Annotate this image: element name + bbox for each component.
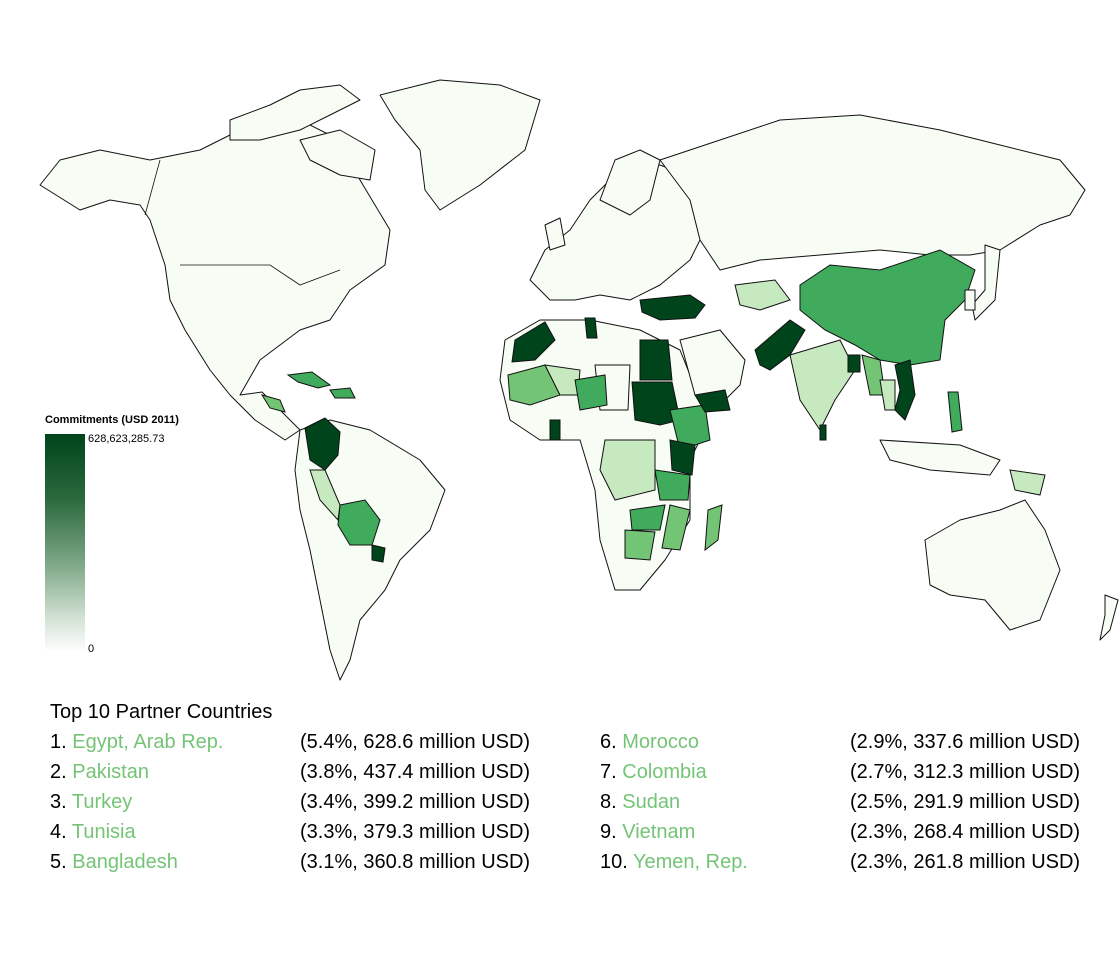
top10-item-1: 1. Egypt, Arab Rep. bbox=[50, 731, 223, 754]
country-drc bbox=[599, 439, 656, 501]
country-sudan bbox=[631, 381, 681, 426]
rank-number: 8. bbox=[600, 791, 617, 813]
rank-number: 3. bbox=[50, 791, 67, 813]
rank-number: 9. bbox=[600, 821, 617, 843]
country-morocco bbox=[511, 321, 556, 363]
top10-share: (3.8%, 437.4 million USD) bbox=[300, 761, 531, 783]
country-colombia bbox=[304, 417, 341, 471]
country-kenya bbox=[669, 439, 696, 476]
world-choropleth-map bbox=[39, 79, 1119, 681]
country-china bbox=[799, 249, 976, 366]
country-turkey bbox=[639, 294, 706, 321]
country-nigeria bbox=[574, 374, 608, 411]
country-link[interactable]: Morocco bbox=[622, 731, 699, 753]
country-zimbabwe bbox=[624, 529, 656, 561]
country-mali bbox=[507, 364, 561, 406]
border-alaska bbox=[144, 159, 161, 216]
country-sri-lanka bbox=[819, 424, 827, 441]
country-link[interactable]: Colombia bbox=[622, 761, 707, 783]
top10-share: (3.1%, 360.8 million USD) bbox=[300, 851, 531, 873]
border-us-canada bbox=[180, 264, 341, 286]
country-bangladesh bbox=[847, 354, 861, 373]
region-arctic-islands bbox=[229, 84, 361, 141]
top10-item-4: 4. Tunisia bbox=[50, 821, 136, 844]
country-link[interactable]: Sudan bbox=[622, 791, 681, 813]
top10-item-3: 3. Turkey bbox=[50, 791, 132, 814]
country-tanzania bbox=[654, 469, 691, 501]
top10-item-8: 8. Sudan bbox=[600, 791, 680, 814]
top10-share: (2.3%, 268.4 million USD) bbox=[850, 821, 1081, 843]
country-ghana bbox=[549, 419, 561, 441]
country-link[interactable]: Vietnam bbox=[622, 821, 696, 843]
region-cuba bbox=[286, 371, 332, 389]
top10-item-2: 2. Pakistan bbox=[50, 761, 149, 784]
top10-share: (2.7%, 312.3 million USD) bbox=[850, 761, 1081, 783]
country-ethiopia bbox=[669, 404, 711, 451]
top10-item-6: 6. Morocco bbox=[600, 731, 699, 754]
country-link[interactable]: Pakistan bbox=[72, 761, 149, 783]
country-tunisia bbox=[584, 317, 598, 339]
top10-item-7: 7. Colombia bbox=[600, 761, 707, 784]
region-russia bbox=[659, 114, 1086, 271]
country-peru bbox=[309, 469, 341, 522]
country-link[interactable]: Yemen, Rep. bbox=[633, 851, 748, 873]
region-japan bbox=[971, 244, 1001, 321]
country-thailand bbox=[879, 379, 896, 411]
country-egypt bbox=[639, 339, 673, 381]
rank-number: 4. bbox=[50, 821, 67, 843]
region-indonesia bbox=[879, 439, 1001, 476]
region-central-asia bbox=[734, 279, 791, 311]
rank-number: 1. bbox=[50, 731, 67, 753]
country-link[interactable]: Turkey bbox=[71, 791, 133, 813]
rank-number: 7. bbox=[600, 761, 617, 783]
legend-max-label: 628,623,285.73 bbox=[88, 433, 165, 445]
country-india bbox=[789, 339, 856, 431]
country-link[interactable]: Tunisia bbox=[71, 821, 136, 843]
rank-number: 5. bbox=[50, 851, 67, 873]
country-link[interactable]: Bangladesh bbox=[72, 851, 178, 873]
country-link[interactable]: Egypt, Arab Rep. bbox=[72, 731, 224, 753]
region-greenland bbox=[379, 79, 541, 211]
region-hispaniola bbox=[329, 387, 356, 399]
rank-number: 2. bbox=[50, 761, 67, 783]
country-madagascar bbox=[704, 504, 723, 552]
region-central-america bbox=[260, 394, 286, 413]
region-uk bbox=[544, 217, 566, 251]
top10-share: (5.4%, 628.6 million USD) bbox=[300, 731, 531, 753]
top10-item-5: 5. Bangladesh bbox=[50, 851, 178, 874]
country-vietnam bbox=[894, 359, 916, 421]
top10-share: (3.4%, 399.2 million USD) bbox=[300, 791, 531, 813]
country-philippines bbox=[947, 391, 963, 433]
country-paraguay bbox=[371, 544, 386, 563]
country-zambia bbox=[629, 504, 666, 531]
legend-min-label: 0 bbox=[88, 643, 95, 655]
rank-number: 10. bbox=[600, 851, 628, 873]
country-mozambique bbox=[661, 504, 691, 551]
top10-share: (2.3%, 261.8 million USD) bbox=[850, 851, 1081, 873]
rank-number: 6. bbox=[600, 731, 617, 753]
country-png bbox=[1009, 469, 1046, 496]
top10-share: (2.5%, 291.9 million USD) bbox=[850, 791, 1081, 813]
region-baffin bbox=[299, 129, 376, 181]
top10-share: (3.3%, 379.3 million USD) bbox=[300, 821, 531, 843]
top10-item-10: 10. Yemen, Rep. bbox=[600, 851, 748, 874]
region-korea bbox=[964, 289, 976, 311]
country-yemen bbox=[694, 389, 731, 413]
legend-color-scale bbox=[45, 434, 85, 652]
legend-title: Commitments (USD 2011) bbox=[45, 414, 179, 426]
top10-item-9: 9. Vietnam bbox=[600, 821, 695, 844]
region-south-america bbox=[294, 419, 446, 681]
top10-title: Top 10 Partner Countries bbox=[50, 701, 273, 723]
region-australia bbox=[924, 499, 1061, 631]
top10-share: (2.9%, 337.6 million USD) bbox=[850, 731, 1081, 753]
region-new-zealand bbox=[1099, 594, 1119, 641]
